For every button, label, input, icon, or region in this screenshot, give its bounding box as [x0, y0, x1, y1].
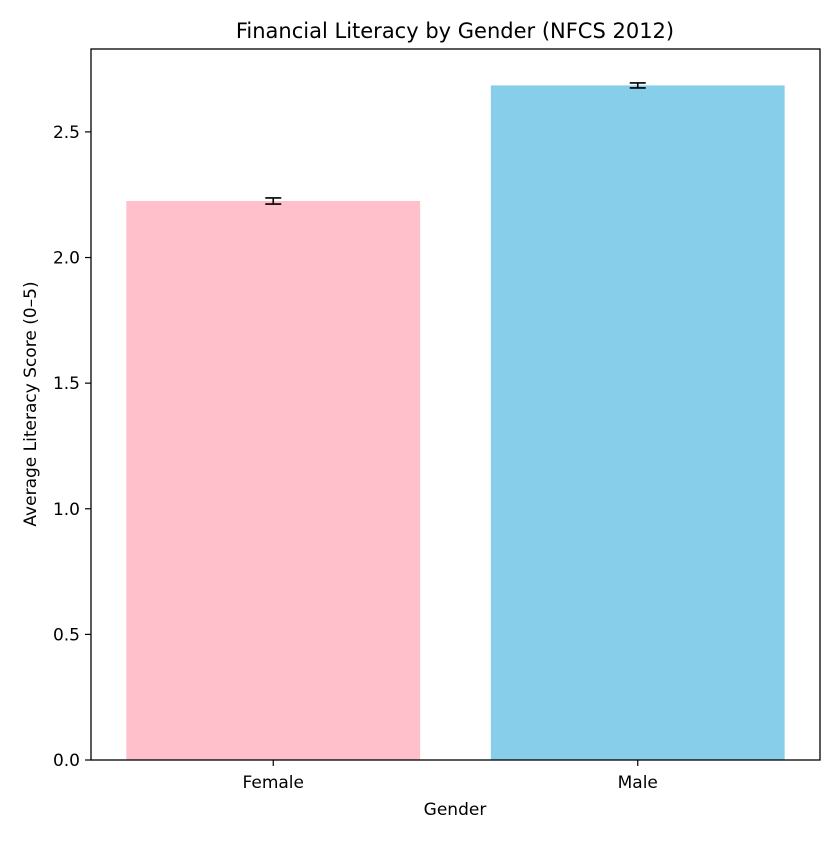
y-tick-label: 0.0: [53, 751, 80, 771]
error-bars-layer: [265, 82, 646, 205]
y-axis-label: Average Literacy Score (0–5): [21, 281, 41, 526]
x-axis-label: Gender: [424, 800, 487, 820]
x-axis-ticks: Female Male: [243, 760, 658, 793]
y-tick-label: 2.5: [53, 123, 80, 143]
x-tick-label: Female: [243, 773, 304, 793]
bar-female: [126, 200, 421, 760]
y-tick-label: 0.5: [53, 625, 80, 645]
bars-layer: [126, 85, 785, 761]
y-tick-label: 1.0: [53, 500, 80, 520]
y-tick-label: 1.5: [53, 374, 80, 394]
x-tick-label: Male: [618, 773, 658, 793]
bar-male: [490, 85, 785, 761]
y-axis-ticks: 0.0 0.5 1.0 1.5 2.0 2.5: [53, 123, 91, 771]
y-tick-label: 2.0: [53, 249, 80, 269]
chart-title: Financial Literacy by Gender (NFCS 2012): [236, 19, 674, 43]
plot-frame: [90, 48, 821, 761]
